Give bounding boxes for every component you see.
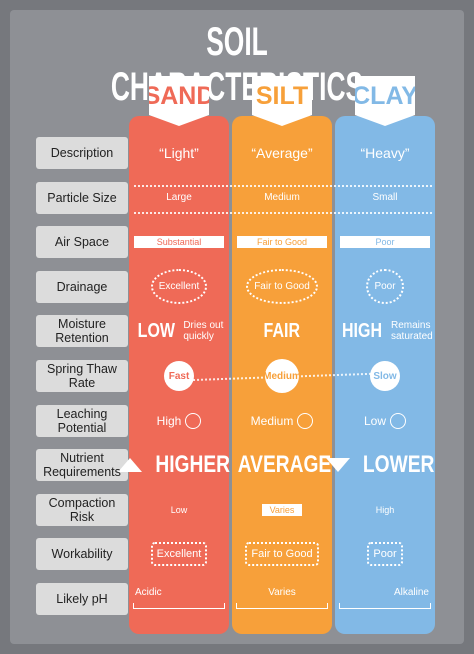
cell-note: Remains saturated: [391, 320, 433, 343]
cell: Alkaline: [335, 579, 435, 619]
cell-text: Small: [372, 192, 398, 204]
cell-note: Dries out quickly: [183, 320, 224, 343]
row-label: Spring Thaw Rate: [36, 360, 128, 392]
cell: Medium: [232, 356, 332, 396]
cell: Fair to Good: [232, 534, 332, 574]
cell: Medium: [232, 178, 332, 218]
cell: Poor: [335, 267, 435, 307]
cell-text: Large: [166, 192, 192, 204]
row-label: Workability: [36, 538, 128, 571]
cell-text: High: [375, 504, 395, 515]
row-label: Particle Size: [36, 181, 128, 214]
cell-text: Excellent: [150, 269, 208, 305]
cell-text: Poor: [366, 269, 404, 305]
row-label: Likely pH: [36, 583, 128, 615]
row-label: Compaction Risk: [36, 493, 128, 526]
cell: Acidic: [129, 579, 229, 619]
cell-text: Excellent: [150, 542, 208, 567]
cell-text: Slow: [370, 361, 400, 391]
cell-text: Fair to Good: [246, 269, 318, 305]
cell: “Light”: [129, 133, 229, 173]
cell: High: [335, 490, 435, 530]
cell-text: Acidic: [135, 587, 162, 598]
ph-scale: [339, 603, 431, 609]
cell-text: Varies: [268, 587, 296, 598]
cell-text: HIGH: [342, 319, 382, 342]
soil-header: SAND: [149, 76, 209, 126]
cell: AVERAGE: [232, 445, 332, 485]
row-label: Leaching Potential: [36, 404, 128, 437]
cell-text: Fair to Good: [237, 236, 327, 249]
row-label: Air Space: [36, 226, 128, 259]
cell: Medium: [232, 401, 332, 441]
cell-text: “Average”: [251, 145, 313, 161]
cell: Small: [335, 178, 435, 218]
arrow-icon: [185, 412, 202, 429]
cell: HIGH Remains saturated: [335, 311, 435, 351]
cell-text: Medium: [250, 413, 294, 428]
cell: High: [129, 401, 229, 441]
cell: Excellent: [129, 534, 229, 574]
cell: Poor: [335, 534, 435, 574]
cell: Slow: [335, 356, 435, 396]
cell-text: High: [156, 413, 182, 428]
ph-scale: [236, 603, 328, 609]
cell-text: Fast: [164, 361, 194, 391]
cell-text: Poor: [340, 236, 430, 249]
cell-text: “Heavy”: [360, 145, 410, 161]
cell-text: Substantial: [134, 236, 224, 249]
cell: “Heavy”: [335, 133, 435, 173]
cell: FAIR: [232, 311, 332, 351]
cell-text: Medium: [263, 359, 301, 393]
row-label: Moisture Retention: [36, 315, 128, 348]
cell: LOW Dries out quickly: [129, 311, 229, 351]
title: SOIL CHARACTERISTICS: [110, 20, 364, 109]
cell: “Average”: [232, 133, 332, 173]
cell: HIGHER: [118, 445, 231, 485]
cell-text: “Light”: [159, 145, 199, 161]
cell-text: Low: [363, 413, 386, 428]
arrow-icon: [390, 412, 406, 429]
cell-text: Medium: [264, 192, 300, 204]
row-label: Description: [36, 137, 128, 169]
cell: Substantial: [129, 222, 229, 262]
cell: Fair to Good: [232, 222, 332, 262]
dotted-line: [134, 185, 432, 187]
cell: Low: [335, 401, 435, 441]
cell-text: Low: [170, 504, 188, 515]
cell-text: Fair to Good: [245, 542, 319, 567]
cell-text: Varies: [261, 503, 303, 516]
cell-text: LOWER: [363, 451, 435, 479]
row-label: Drainage: [36, 270, 128, 303]
arrow-icon: [326, 458, 351, 473]
cell-text: Alkaline: [393, 587, 429, 598]
cell: Large: [129, 178, 229, 218]
ph-scale: [133, 603, 225, 609]
cell-text: LOW: [137, 319, 175, 342]
cell: LOWER: [326, 445, 435, 485]
cell-text: Poor: [367, 542, 403, 567]
soil-header: CLAY: [355, 76, 415, 126]
cell: Excellent: [129, 267, 229, 307]
cell: Fair to Good: [232, 267, 332, 307]
arrow-icon: [297, 412, 314, 429]
cell: Varies: [232, 490, 332, 530]
cell: Low: [129, 490, 229, 530]
cell: Poor: [335, 222, 435, 262]
dotted-line: [134, 212, 432, 214]
cell-text: AVERAGE: [237, 451, 331, 479]
arrow-icon: [118, 458, 143, 473]
cell: Varies: [232, 579, 332, 619]
cell: Fast: [129, 356, 229, 396]
cell-text: FAIR: [263, 319, 301, 342]
row-label: Nutrient Requirements: [36, 449, 128, 482]
cell-text: HIGHER: [155, 451, 231, 479]
soil-header: SILT: [252, 76, 312, 126]
